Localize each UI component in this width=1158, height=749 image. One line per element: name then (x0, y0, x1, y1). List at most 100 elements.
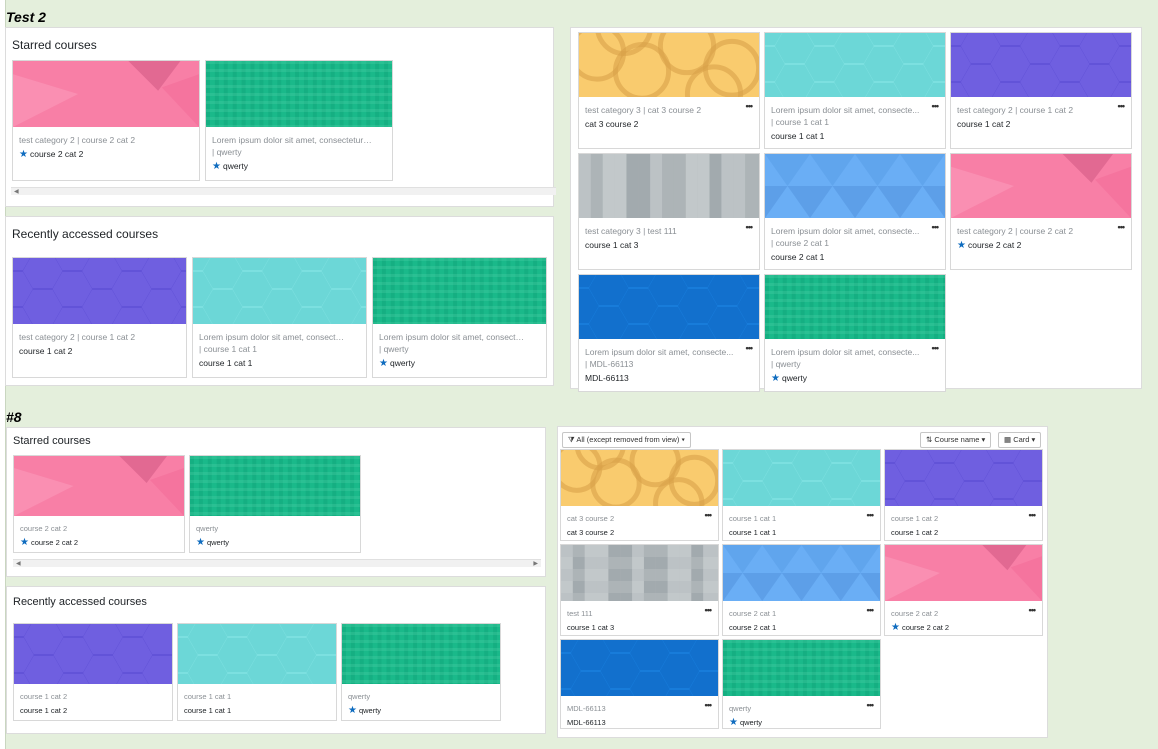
ellipsis-icon[interactable]: ••• (745, 222, 754, 232)
course-card[interactable]: course 2 cat 2 ★ course 2 cat 2 (13, 455, 185, 553)
course-card[interactable]: test category 3 | test 111 ••• course 1 ca… (578, 153, 760, 270)
ellipsis-icon[interactable]: ••• (1028, 510, 1037, 520)
sort-dropdown[interactable]: ⇅ Course name ▾ (920, 432, 992, 448)
ellipsis-icon[interactable]: ••• (704, 605, 713, 615)
course-name-link[interactable]: ★ course 2 cat 2 (891, 622, 1036, 634)
course-card[interactable]: Lorem ipsum dolor sit amet, consectetu..… (192, 257, 367, 378)
course-name-link[interactable]: ★ qwerty (729, 717, 874, 728)
course-name-link[interactable]: ★ qwerty (348, 705, 494, 717)
view-dropdown[interactable]: ▦ Card ▾ (998, 432, 1042, 448)
ellipsis-icon[interactable]: ••• (704, 700, 713, 710)
course-card[interactable]: test category 2 | course 2 cat 2 ••• ★ cour… (950, 153, 1132, 270)
course-image[interactable] (579, 275, 759, 339)
course-name-link[interactable]: course 1 cat 2 (19, 345, 180, 357)
course-name-link[interactable]: cat 3 course 2 (567, 527, 712, 539)
course-name-link[interactable]: course 1 cat 1 (199, 357, 360, 369)
course-card[interactable]: test category 2 | course 2 cat 2 ★ course … (12, 60, 200, 181)
ellipsis-icon[interactable]: ••• (931, 343, 940, 353)
course-image[interactable] (561, 640, 718, 696)
course-name-link[interactable]: course 2 cat 1 (729, 622, 874, 634)
horizontal-scrollbar[interactable]: ◀ ▶ (13, 559, 541, 567)
course-image[interactable] (579, 33, 759, 97)
ellipsis-icon[interactable]: ••• (931, 101, 940, 111)
course-image[interactable] (723, 450, 880, 506)
course-card[interactable]: test 111 ••• course 1 cat 3 (560, 544, 719, 636)
ellipsis-icon[interactable]: ••• (1117, 222, 1126, 232)
course-card[interactable]: cat 3 course 2 ••• cat 3 course 2 (560, 449, 719, 541)
ellipsis-icon[interactable]: ••• (1028, 605, 1037, 615)
course-image[interactable] (13, 258, 186, 324)
ellipsis-icon[interactable]: ••• (866, 700, 875, 710)
course-name-link[interactable]: course 1 cat 2 (957, 118, 1125, 130)
course-name-link[interactable]: ★ qwerty (379, 357, 540, 370)
horizontal-scrollbar[interactable]: ◀ (11, 187, 556, 195)
course-image[interactable] (13, 61, 199, 127)
course-image[interactable] (765, 33, 945, 97)
course-image[interactable] (765, 154, 945, 218)
course-name-link[interactable]: ★ course 2 cat 2 (19, 148, 193, 161)
course-name-link[interactable]: cat 3 course 2 (585, 118, 753, 130)
course-card[interactable]: course 1 cat 1 course 1 cat 1 (177, 623, 337, 721)
course-name-link[interactable]: course 1 cat 3 (567, 622, 712, 634)
course-card[interactable]: course 1 cat 1 ••• course 1 cat 1 (722, 449, 881, 541)
course-image[interactable] (723, 545, 880, 601)
course-card[interactable]: test category 3 | cat 3 course 2 ••• cat 3… (578, 32, 760, 149)
course-card[interactable]: test category 2 | course 1 cat 2 ••• cours… (950, 32, 1132, 149)
course-card[interactable]: Lorem ipsum dolor sit amet, consecte... •… (764, 32, 946, 149)
course-card[interactable]: MDL-66113 ••• MDL-66113 (560, 639, 719, 729)
course-card[interactable]: course 1 cat 2 ••• course 1 cat 2 (884, 449, 1043, 541)
course-card[interactable]: qwerty ★ qwerty (341, 623, 501, 721)
course-name-link[interactable]: course 1 cat 3 (585, 239, 753, 251)
course-card[interactable]: Lorem ipsum dolor sit amet, consectetur.… (372, 257, 547, 378)
course-card[interactable]: Lorem ipsum dolor sit amet, consecte... •… (578, 274, 760, 392)
ellipsis-icon[interactable]: ••• (1117, 101, 1126, 111)
course-card[interactable]: course 1 cat 2 course 1 cat 2 (13, 623, 173, 721)
course-name-link[interactable]: ★ qwerty (196, 537, 354, 549)
course-image[interactable] (885, 450, 1042, 506)
course-card[interactable]: qwerty ★ qwerty (189, 455, 361, 553)
ellipsis-icon[interactable]: ••• (704, 510, 713, 520)
course-image[interactable] (14, 624, 172, 684)
course-image[interactable] (373, 258, 546, 324)
course-name-link[interactable]: ★ course 2 cat 2 (20, 537, 178, 549)
scroll-left-icon[interactable]: ◀ (14, 189, 19, 195)
course-image[interactable] (951, 154, 1131, 218)
course-card[interactable]: qwerty ••• ★ qwerty (722, 639, 881, 729)
course-name-link[interactable]: course 1 cat 1 (184, 705, 330, 717)
scroll-right-icon[interactable]: ▶ (533, 561, 538, 567)
course-name-link[interactable]: course 1 cat 2 (20, 705, 166, 717)
course-image[interactable] (342, 624, 500, 684)
course-card[interactable]: Lorem ipsum dolor sit amet, consectetur … (205, 60, 393, 181)
course-name-link[interactable]: ★ course 2 cat 2 (957, 239, 1125, 252)
course-card[interactable]: Lorem ipsum dolor sit amet, consecte... •… (764, 153, 946, 270)
course-name-link[interactable]: MDL-66113 (585, 372, 753, 384)
course-image[interactable] (765, 275, 945, 339)
course-name-link[interactable]: MDL-66113 (567, 717, 712, 728)
scroll-left-icon[interactable]: ◀ (16, 561, 21, 567)
course-name-link[interactable]: course 1 cat 2 (891, 527, 1036, 539)
filter-dropdown[interactable]: ⧩ All (except removed from view) ▾ (562, 432, 692, 448)
ellipsis-icon[interactable]: ••• (931, 222, 940, 232)
course-image[interactable] (178, 624, 336, 684)
course-card[interactable]: test category 2 | course 1 cat 2 course 1… (12, 257, 187, 378)
course-card[interactable]: course 2 cat 1 ••• course 2 cat 1 (722, 544, 881, 636)
course-image[interactable] (885, 545, 1042, 601)
course-name-link[interactable]: ★ qwerty (771, 372, 939, 385)
course-image[interactable] (561, 545, 718, 601)
course-card[interactable]: course 2 cat 2 ••• ★ course 2 cat 2 (884, 544, 1043, 636)
course-image[interactable] (723, 640, 880, 696)
course-name-link[interactable]: course 1 cat 1 (729, 527, 874, 539)
course-image[interactable] (561, 450, 718, 506)
course-image[interactable] (951, 33, 1131, 97)
course-name-link[interactable]: course 2 cat 1 (771, 251, 939, 263)
course-image[interactable] (193, 258, 366, 324)
course-card[interactable]: Lorem ipsum dolor sit amet, consecte... •… (764, 274, 946, 392)
course-image[interactable] (579, 154, 759, 218)
ellipsis-icon[interactable]: ••• (745, 101, 754, 111)
ellipsis-icon[interactable]: ••• (866, 510, 875, 520)
course-image[interactable] (14, 456, 184, 516)
course-name-link[interactable]: course 1 cat 1 (771, 130, 939, 142)
ellipsis-icon[interactable]: ••• (866, 605, 875, 615)
course-name-link[interactable]: ★ qwerty (212, 160, 386, 173)
course-image[interactable] (190, 456, 360, 516)
